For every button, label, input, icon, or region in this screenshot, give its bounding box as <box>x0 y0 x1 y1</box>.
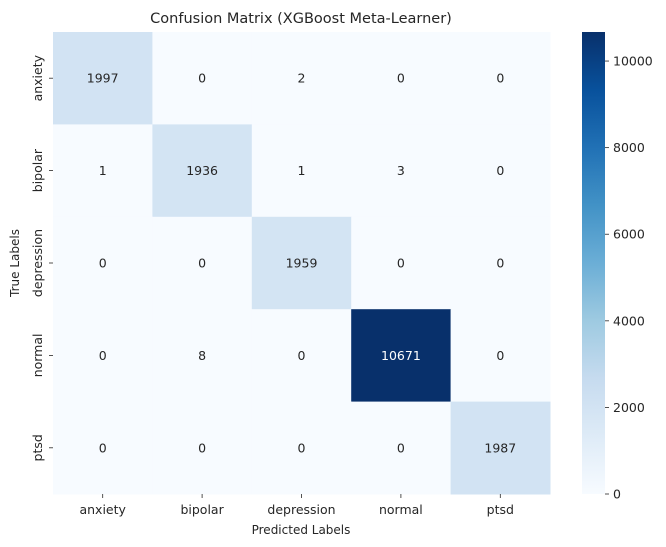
cell-value-label: 0 <box>99 256 107 271</box>
heatmap-cells <box>53 32 551 495</box>
y-axis: anxiety bipolar depression normal ptsd <box>30 54 53 461</box>
cell-value-label: 1936 <box>186 163 218 178</box>
heatmap-cell <box>450 309 551 403</box>
colorbar-tick-label: 8000 <box>613 140 645 155</box>
cell-value-label: 0 <box>198 440 206 455</box>
cell-value-label: 0 <box>298 348 306 363</box>
cell-value-label: 3 <box>397 163 405 178</box>
heatmap-cell <box>152 401 253 495</box>
heatmap-cell <box>351 32 452 125</box>
cell-value-label: 0 <box>397 440 405 455</box>
cell-value-label: 0 <box>298 440 306 455</box>
cell-value-label: 0 <box>198 256 206 271</box>
cell-value-label: 10671 <box>381 348 421 363</box>
heatmap-cell <box>251 401 352 495</box>
heatmap-cell <box>53 216 153 310</box>
heatmap-cell <box>251 32 352 125</box>
colorbar-tick-label: 10000 <box>613 54 653 69</box>
heatmap-cell <box>450 32 551 125</box>
cell-value-label: 1 <box>298 163 306 178</box>
x-tick-label: anxiety <box>79 502 126 517</box>
colorbar-tick-label: 0 <box>613 487 621 502</box>
cell-value-label: 0 <box>99 440 107 455</box>
heatmap-cell <box>53 32 153 125</box>
cell-value-label: 0 <box>198 71 206 86</box>
colorbar-tick-label: 6000 <box>613 227 645 242</box>
colorbar-tick-label: 4000 <box>613 313 645 328</box>
heatmap-cell <box>450 216 551 310</box>
y-axis-label: True Labels <box>8 229 22 298</box>
cell-value-label: 1959 <box>286 256 318 271</box>
cell-value-label: 0 <box>496 163 504 178</box>
cell-value-label: 0 <box>397 71 405 86</box>
cell-value-label: 0 <box>496 71 504 86</box>
heatmap-cell <box>152 32 253 125</box>
cell-value-label: 0 <box>496 348 504 363</box>
x-tick-label: bipolar <box>180 502 224 517</box>
x-tick-label: ptsd <box>487 502 514 517</box>
heatmap-cell <box>53 124 153 218</box>
heatmap-cell <box>351 124 452 218</box>
cell-value-label: 1 <box>99 163 107 178</box>
heatmap-cell <box>251 124 352 218</box>
x-tick-label: normal <box>379 502 423 517</box>
y-tick-label: ptsd <box>30 434 45 461</box>
heatmap-cell <box>450 124 551 218</box>
heatmap-cell <box>351 309 452 403</box>
heatmap-cell <box>251 216 352 310</box>
cell-value-label: 0 <box>496 256 504 271</box>
heatmap-cell <box>53 309 153 403</box>
x-axis: anxiety bipolar depression normal ptsd <box>79 494 514 517</box>
heatmap-cell <box>450 401 551 495</box>
heatmap-cell <box>152 216 253 310</box>
y-tick-label: depression <box>30 229 45 297</box>
heatmap-cell <box>351 216 452 310</box>
x-axis-label: Predicted Labels <box>252 523 351 537</box>
y-tick-label: normal <box>30 333 45 377</box>
colorbar-tick-label: 2000 <box>613 400 645 415</box>
cell-value-label: 8 <box>198 348 206 363</box>
heatmap-cell <box>351 401 452 495</box>
cell-value-label: 1987 <box>484 440 516 455</box>
cell-value-label: 2 <box>298 71 306 86</box>
heatmap-cell <box>152 124 253 218</box>
y-tick-label: anxiety <box>30 54 45 101</box>
heatmap-cell <box>251 309 352 403</box>
heatmap-cell <box>53 401 153 495</box>
y-tick-label: bipolar <box>30 148 45 192</box>
x-tick-label: depression <box>267 502 335 517</box>
cell-value-label: 0 <box>397 256 405 271</box>
colorbar-gradient <box>582 32 605 494</box>
colorbar: 0 2000 4000 6000 8000 10000 <box>582 32 653 502</box>
cell-value-label: 0 <box>99 348 107 363</box>
heatmap-cell <box>152 309 253 403</box>
cell-value-label: 1997 <box>87 71 119 86</box>
heatmap-cell-labels: 1997 0 2 0 0 1 1936 1 3 0 0 0 1959 0 0 0 8 0 10671 0 0 0 0 0 198… <box>87 71 516 456</box>
chart-title: Confusion Matrix (XGBoost Meta-Learner) <box>150 11 452 27</box>
